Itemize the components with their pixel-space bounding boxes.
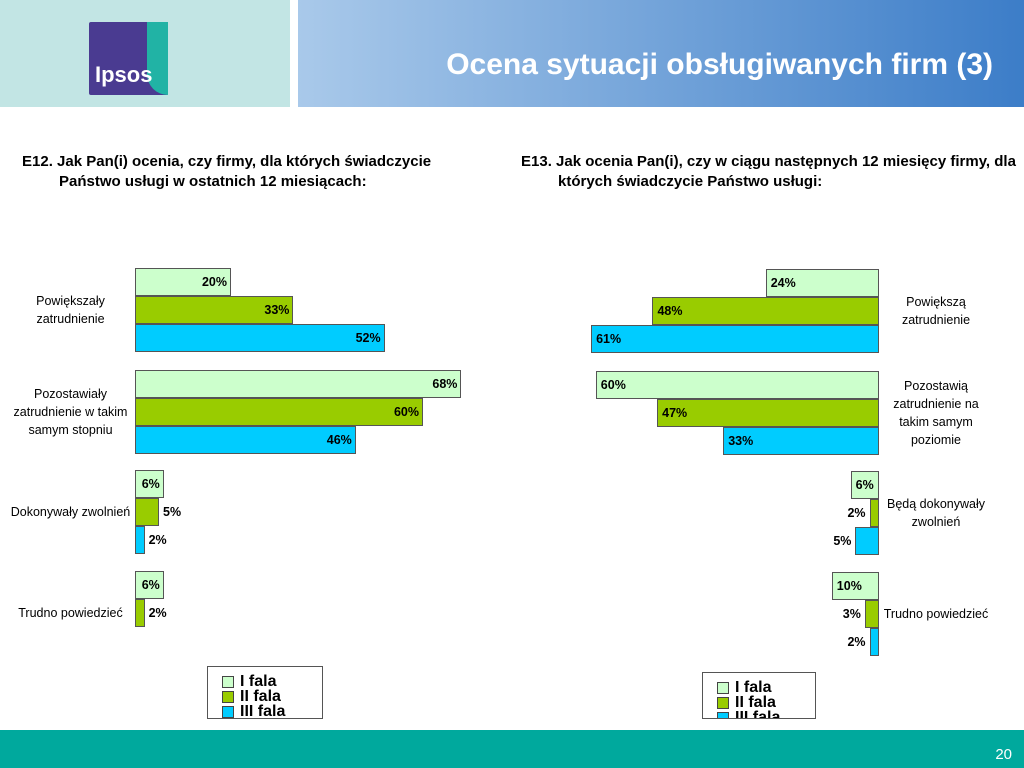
category-label: Będą dokonywały zwolnień <box>887 497 985 529</box>
category-label: Powiększą zatrudnienie <box>901 295 971 327</box>
legend-item: II fala <box>703 693 815 711</box>
value-label: 2% <box>847 506 866 520</box>
value-label: 2% <box>148 606 167 620</box>
legend-swatch <box>222 675 234 688</box>
value-label: 6% <box>141 578 160 592</box>
value-label: 52% <box>355 331 381 345</box>
bar <box>135 268 231 296</box>
category-label: Dokonywały zwolnień <box>10 505 131 519</box>
category-label: Trudno powiedzieć <box>883 607 989 621</box>
legend-item: II fala <box>208 687 322 705</box>
bar <box>135 498 159 526</box>
value-label: 60% <box>393 405 419 419</box>
bar <box>765 269 879 297</box>
bar <box>723 427 879 455</box>
bar <box>869 628 879 656</box>
legend: I fala II fala III fala <box>702 672 816 719</box>
bar <box>135 296 294 324</box>
value-label: 48% <box>657 304 683 318</box>
value-label: 60% <box>600 378 626 392</box>
bar <box>595 371 879 399</box>
legend-text: III fala <box>735 708 781 719</box>
category-label: Trudno powiedzieć <box>18 606 123 620</box>
logo-swoosh <box>147 22 168 95</box>
logo: Ipsos <box>89 22 168 95</box>
value-label: 46% <box>326 433 352 447</box>
page-number: 20 <box>995 746 1012 763</box>
bar <box>652 297 879 325</box>
bar <box>135 526 145 554</box>
legend-text: I fala <box>240 672 277 690</box>
value-label: 3% <box>842 607 861 621</box>
legend-text: III fala <box>240 702 286 719</box>
bar <box>850 471 879 499</box>
value-label: 6% <box>141 477 160 491</box>
value-label: 6% <box>855 478 874 492</box>
legend-text: I fala <box>735 678 772 696</box>
title-panel <box>298 0 1024 107</box>
value-label: 68% <box>432 377 458 391</box>
legend-item: I fala <box>208 672 322 690</box>
legend-swatch <box>222 705 234 718</box>
bar <box>869 499 879 527</box>
legend-swatch <box>717 711 729 718</box>
legend-item: I fala <box>703 678 815 696</box>
value-label: 5% <box>163 505 182 519</box>
category-label: Pozostawią zatrudnienie na takim samym p… <box>893 379 979 447</box>
value-label: 61% <box>596 332 622 346</box>
legend-swatch <box>717 696 729 709</box>
value-label: 47% <box>662 406 688 420</box>
bar <box>135 470 164 498</box>
bar <box>135 324 385 352</box>
bar <box>135 426 356 454</box>
question: E13. Jak ocenia Pan(i), czy w ciągu nast… <box>521 153 1016 190</box>
legend-swatch <box>222 690 234 703</box>
value-label: 20% <box>201 275 227 289</box>
bar <box>864 600 879 628</box>
bar <box>135 599 145 627</box>
legend-item: III fala <box>703 708 815 719</box>
category-label: Powiększały zatrudnienie <box>36 294 105 326</box>
footer: 20 <box>0 730 1024 768</box>
legend-swatch <box>717 681 729 694</box>
value-label: 5% <box>833 534 852 548</box>
value-label: 24% <box>770 276 796 290</box>
logo-text: Ipsos <box>95 62 153 87</box>
bar <box>591 325 879 353</box>
value-label: 33% <box>728 434 754 448</box>
question: E12. Jak Pan(i) ocenia, czy firmy, dla k… <box>22 153 432 190</box>
bar <box>135 571 164 599</box>
bar <box>855 527 879 555</box>
value-label: 33% <box>264 303 290 317</box>
value-label: 2% <box>847 635 866 649</box>
value-label: 2% <box>148 533 167 547</box>
bar <box>135 370 462 398</box>
bar <box>831 572 879 600</box>
legend-item: III fala <box>208 702 322 719</box>
slide-title: Ocena sytuacji obsługiwanych firm (3) <box>446 48 993 81</box>
legend: I fala II fala III fala <box>207 666 323 719</box>
bar <box>657 399 879 427</box>
legend-text: II fala <box>240 687 281 705</box>
value-label: 10% <box>836 579 862 593</box>
category-label: Pozostawiały zatrudnienie w takim samym … <box>13 387 128 437</box>
legend-text: II fala <box>735 693 776 711</box>
bar <box>135 398 423 426</box>
